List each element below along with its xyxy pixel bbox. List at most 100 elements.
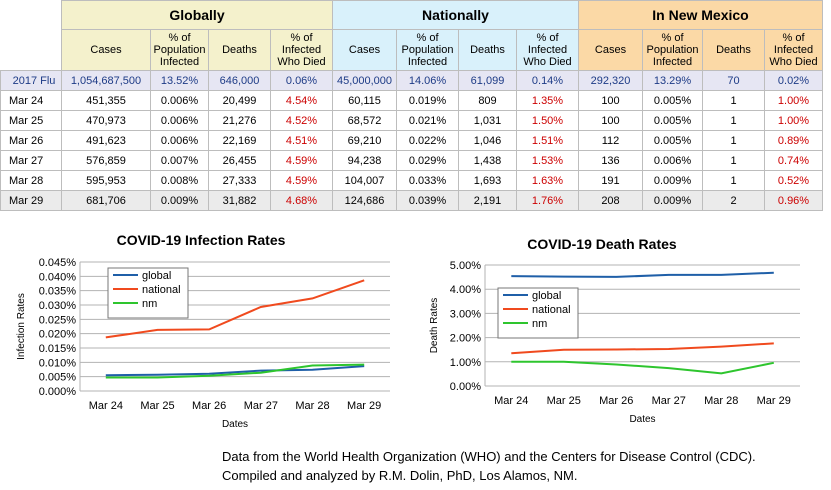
y-tick-label: 3.00% bbox=[450, 308, 481, 320]
table-cell: 0.89% bbox=[764, 130, 823, 151]
table-row: Mar 26 491,623 0.006% 22,169 4.51% 69,210 0.02… bbox=[0, 130, 823, 151]
table-cell: 0.039% bbox=[396, 190, 459, 211]
table-cell: 1.51% bbox=[516, 130, 579, 151]
legend-label: global bbox=[532, 290, 561, 302]
table-cell: 491,623 bbox=[61, 130, 151, 151]
column-header: % of Population Infected bbox=[642, 29, 703, 71]
table-cell: 100 bbox=[578, 110, 643, 131]
table-cell: 0.009% bbox=[642, 170, 703, 191]
x-tick-label: Mar 29 bbox=[757, 395, 791, 407]
table-cell: 1 bbox=[702, 170, 765, 191]
y-tick-label: 0.035% bbox=[39, 286, 77, 298]
table-cell: 22,169 bbox=[208, 130, 271, 151]
table-cell: 61,099 bbox=[458, 70, 517, 91]
table-cell: 0.74% bbox=[764, 150, 823, 171]
legend-label: nm bbox=[532, 318, 547, 330]
table-cell: 0.009% bbox=[642, 190, 703, 211]
table-cell: 1,438 bbox=[458, 150, 517, 171]
table-row: Mar 29 681,706 0.009% 31,882 4.68% 124,686 0.0… bbox=[0, 190, 823, 211]
x-tick-label: Mar 25 bbox=[140, 400, 174, 412]
group-header-global: Globally bbox=[61, 0, 333, 30]
table-cell: 124,686 bbox=[332, 190, 397, 211]
corner-cell bbox=[0, 0, 62, 30]
column-header: % of Population Infected bbox=[396, 29, 459, 71]
table-cell: 69,210 bbox=[332, 130, 397, 151]
table-cell: 451,355 bbox=[61, 90, 151, 111]
table-cell: 1 bbox=[702, 150, 765, 171]
table-cell: 0.033% bbox=[396, 170, 459, 191]
footnote-line-1: Data from the World Health Organization … bbox=[222, 449, 756, 464]
group-header-new-mexico: In New Mexico bbox=[578, 0, 823, 30]
y-tick-label: 0.020% bbox=[39, 329, 77, 341]
table-cell: 0.96% bbox=[764, 190, 823, 211]
table-cell: 1,693 bbox=[458, 170, 517, 191]
chart-layer: COVID-19 Infection Rates 0.000% 0.005% 0.01… bbox=[16, 232, 390, 430]
table-cell: 0.019% bbox=[396, 90, 459, 111]
y-tick-label: 0.025% bbox=[39, 314, 77, 326]
table-cell: 1.00% bbox=[764, 90, 823, 111]
table-cell: 809 bbox=[458, 90, 517, 111]
table-cell: 1.50% bbox=[516, 110, 579, 131]
x-tick-label: Mar 24 bbox=[89, 400, 123, 412]
table-cell: 112 bbox=[578, 130, 643, 151]
legend: global national nm bbox=[497, 287, 579, 339]
y-tick-label: 0.00% bbox=[450, 381, 481, 393]
table-row: Mar 25 470,973 0.006% 21,276 4.52% 68,572 0.02… bbox=[0, 110, 823, 131]
series-line-national bbox=[511, 342, 774, 355]
table-cell: 100 bbox=[578, 90, 643, 111]
legend-label: global bbox=[142, 270, 171, 282]
table-row: Mar 27 576,859 0.007% 26,455 4.59% 94,238 0.02… bbox=[0, 150, 823, 171]
table-cell: 136 bbox=[578, 150, 643, 171]
x-tick-label: Mar 27 bbox=[652, 395, 686, 407]
infection-rates-chart: COVID-19 Infection Rates 0.000% 0.005% 0.01… bbox=[16, 232, 390, 430]
table-cell: 60,115 bbox=[332, 90, 397, 111]
y-tick-label: 0.010% bbox=[39, 357, 77, 369]
corner-cell bbox=[0, 29, 62, 71]
table-cell: 1.35% bbox=[516, 90, 579, 111]
table-cell: 0.005% bbox=[642, 110, 703, 131]
table-cell: 0.029% bbox=[396, 150, 459, 171]
series-line-global bbox=[511, 271, 774, 278]
death-rates-chart: COVID-19 Death Rates 0.00% 1.00% 2.00% 3.00%… bbox=[429, 236, 800, 425]
series-line-global bbox=[105, 365, 365, 377]
table-cell: 4.54% bbox=[270, 90, 333, 111]
chart-layer: COVID-19 Death Rates 0.00% 1.00% 2.00% 3.00%… bbox=[429, 236, 800, 425]
column-header: % of Infected Who Died bbox=[764, 29, 823, 71]
group-header-national: Nationally bbox=[332, 0, 579, 30]
x-axis-label: Dates bbox=[629, 414, 655, 425]
x-tick-label: Mar 26 bbox=[599, 395, 633, 407]
table-cell: 0.022% bbox=[396, 130, 459, 151]
table-cell: 646,000 bbox=[208, 70, 271, 91]
y-tick-label: 2.00% bbox=[450, 333, 481, 345]
table-cell: 208 bbox=[578, 190, 643, 211]
row-label: 2017 Flu bbox=[0, 70, 62, 91]
column-header: Cases bbox=[61, 29, 151, 71]
table-cell: 4.51% bbox=[270, 130, 333, 151]
table-cell: 14.06% bbox=[396, 70, 459, 91]
table-cell: 0.007% bbox=[150, 150, 209, 171]
legend-label: nm bbox=[142, 298, 157, 310]
series-line-national bbox=[105, 279, 365, 339]
table-cell: 1 bbox=[702, 130, 765, 151]
table-cell: 0.006% bbox=[150, 110, 209, 131]
legend-label: national bbox=[142, 284, 181, 296]
table-cell: 104,007 bbox=[332, 170, 397, 191]
series-line-nm bbox=[105, 363, 365, 379]
row-label: Mar 25 bbox=[0, 110, 62, 131]
table-cell: 68,572 bbox=[332, 110, 397, 131]
x-tick-label: Mar 26 bbox=[192, 400, 226, 412]
y-tick-label: 1.00% bbox=[450, 357, 481, 369]
table-cell: 13.52% bbox=[150, 70, 209, 91]
y-tick-label: 0.045% bbox=[39, 257, 77, 269]
table-cell: 1,046 bbox=[458, 130, 517, 151]
y-tick-label: 0.000% bbox=[39, 386, 77, 398]
y-tick-label: 5.00% bbox=[450, 260, 481, 272]
x-tick-label: Mar 27 bbox=[244, 400, 278, 412]
source-footnote: Data from the World Health Organization … bbox=[222, 447, 756, 485]
y-axis-label: Death Rates bbox=[429, 298, 440, 354]
table-cell: 1.76% bbox=[516, 190, 579, 211]
row-label: Mar 27 bbox=[0, 150, 62, 171]
y-tick-label: 0.015% bbox=[39, 343, 77, 355]
table-cell: 0.14% bbox=[516, 70, 579, 91]
y-tick-label: 0.005% bbox=[39, 372, 77, 384]
